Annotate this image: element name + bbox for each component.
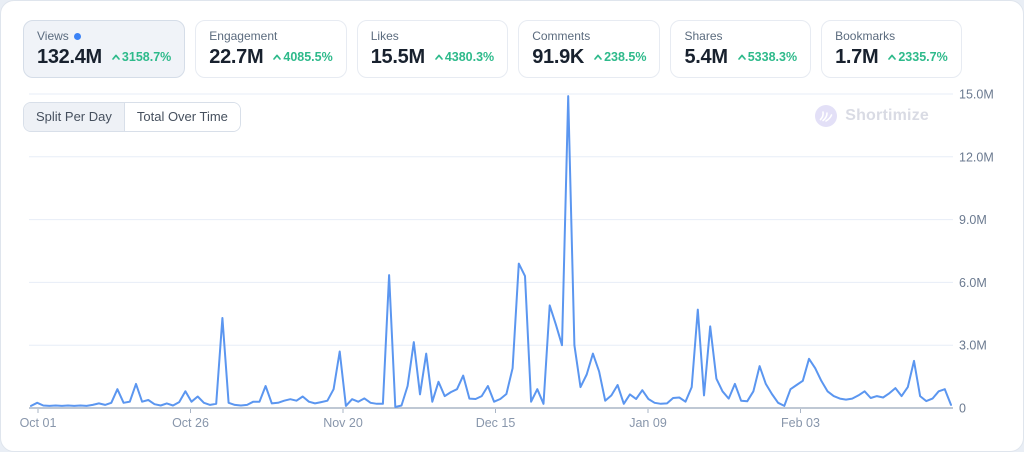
y-axis-label: 9.0M [959,213,987,227]
metric-label: Bookmarks [835,29,896,43]
metric-card-likes[interactable]: Likes 15.5M 4380.3% [356,20,509,78]
trend-up-icon [737,54,746,60]
x-axis-label: Nov 20 [323,416,363,430]
y-axis-label: 0 [959,402,966,416]
metric-card-shares[interactable]: Shares 5.4M 5338.3% [670,20,812,78]
trend-up-icon [434,54,443,60]
metric-card-comments[interactable]: Comments 91.9K 238.5% [518,20,661,78]
metric-label: Likes [370,29,399,43]
x-axis-label: Jan 09 [629,416,667,430]
metric-label: Engagement [209,29,278,43]
x-axis-label: Oct 01 [20,416,57,430]
metrics-row: Views 132.4M 3158.7% Engagement 22.7M 40… [23,20,962,78]
metric-value: 91.9K [532,46,585,68]
metric-value: 15.5M [370,46,425,68]
y-axis-label: 6.0M [959,276,987,290]
metric-card-engagement[interactable]: Engagement 22.7M 4085.5% [195,20,347,78]
views-chart[interactable]: 0 3.0M 6.0M 9.0M 12.0M 15.0M Oct 01 Oct 26 Nov 2… [1,86,1024,446]
trend-up-icon [112,54,120,60]
metric-trend: 5338.3% [737,50,797,64]
trend-up-icon [594,54,602,60]
selected-dot-icon [73,32,81,40]
metric-label: Comments [532,29,591,43]
x-axis-label: Oct 26 [172,416,209,430]
metric-value: 22.7M [209,46,264,68]
toggle-total-over-time[interactable]: Total Over Time [123,103,240,131]
metric-trend: 3158.7% [111,50,171,64]
shortimize-watermark: Shortimize [815,105,929,127]
metric-card-views[interactable]: Views 132.4M 3158.7% [23,20,186,78]
metric-value: 5.4M [684,46,728,68]
x-axis-label: Feb 03 [781,416,820,430]
shortimize-logo-icon [815,105,838,127]
trend-up-icon [888,54,897,60]
trend-up-icon [273,54,282,60]
metric-label: Shares [684,29,723,43]
metric-trend: 2335.7% [887,50,948,64]
metric-card-bookmarks[interactable]: Bookmarks 1.7M 2335.7% [821,20,962,78]
y-axis-label: 15.0M [959,88,994,102]
x-axis-label: Dec 15 [476,416,516,430]
metric-trend: 4085.5% [272,50,333,64]
metric-label: Views [37,29,171,43]
toggle-split-per-day[interactable]: Split Per Day [24,103,124,131]
metric-trend: 238.5% [593,50,646,64]
metric-value: 132.4M [37,46,102,68]
view-mode-toggle: Split Per Day Total Over Time [23,102,241,132]
shortimize-label: Shortimize [845,107,929,124]
chart-line [30,95,952,408]
metric-value: 1.7M [835,46,879,68]
metric-trend: 4380.3% [434,50,494,64]
y-axis-label: 12.0M [959,150,994,164]
y-axis-label: 3.0M [959,339,987,353]
